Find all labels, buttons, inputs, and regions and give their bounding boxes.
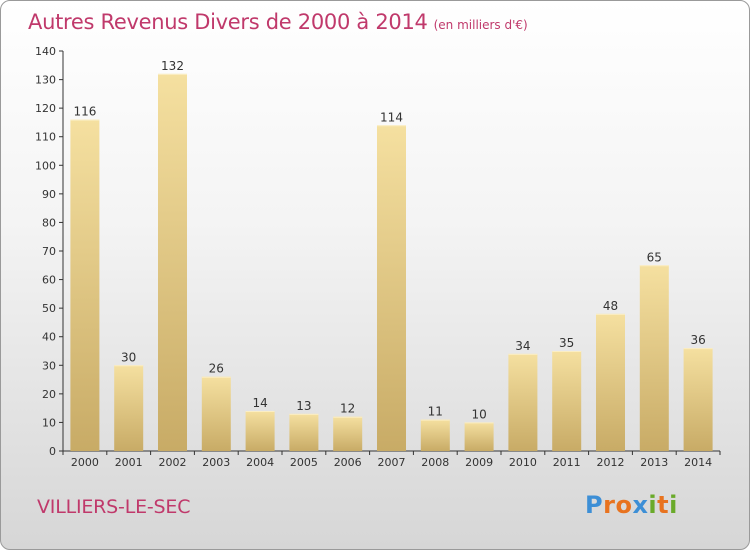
x-tick-label-2005: 2005 [290,456,318,469]
logo-letter: t [657,491,670,519]
bar-2013 [639,265,669,451]
bar-2007 [377,125,406,452]
data-label-2004: 14 [252,396,267,410]
bar-2005 [289,413,319,451]
data-label-2014: 36 [690,333,705,347]
data-label-2000: 116 [73,105,96,119]
y-tick-label: 130 [35,74,56,87]
bar-2008 [420,419,450,451]
y-tick-label: 140 [35,45,56,58]
data-label-2005: 13 [296,399,311,413]
logo-letter: i [648,491,658,519]
bars [70,73,713,452]
logo-letter: P [585,491,604,519]
logo-letter: i [669,491,678,519]
x-tick-label-2001: 2001 [115,456,143,469]
logo-letter: o [615,491,633,519]
y-tick-label: 0 [49,445,56,458]
logo-letter: r [603,491,616,519]
data-label-2006: 12 [340,402,355,416]
x-tick-label-2012: 2012 [597,456,625,469]
bar-2014 [683,348,713,451]
data-label-2001: 30 [121,350,136,364]
bar-2009 [464,422,494,451]
y-tick-label: 30 [42,359,56,372]
data-label-2012: 48 [603,299,618,313]
data-label-2008: 11 [428,405,443,419]
x-tick-label-2008: 2008 [421,456,449,469]
x-tick-label-2007: 2007 [378,456,406,469]
data-label-2003: 26 [209,362,224,376]
y-tick-label: 80 [42,216,56,229]
data-label-2007: 114 [380,110,403,124]
x-tick-label-2002: 2002 [159,456,187,469]
y-tick-label: 70 [42,245,56,258]
x-tick-label-2004: 2004 [246,456,274,469]
bar-2002 [158,73,187,451]
data-label-2009: 10 [471,407,486,421]
y-tick-label: 10 [42,416,56,429]
bar-2011 [552,351,582,451]
commune-name: VILLIERS-LE-SEC [37,496,191,518]
bar-2010 [508,353,538,451]
proxiti-logo: Proxiti [585,491,678,519]
bar-2001 [114,365,144,451]
bar-2006 [333,416,363,451]
x-tick-label-2013: 2013 [640,456,668,469]
data-label-2011: 35 [559,336,574,350]
axes: 0 10 20 30 40 50 60 70 80 90 100 110 120 130 140 2000 20… [35,45,721,469]
x-tick-label-2009: 2009 [465,456,493,469]
y-tick-label: 110 [35,131,56,144]
bar-2000 [70,119,100,452]
y-tick-label: 20 [42,388,56,401]
x-tick-label-2010: 2010 [509,456,537,469]
chart-unit-note: (en milliers d'€) [433,18,528,32]
labels: 116 30 132 26 14 13 12 114 11 10 34 35 48 65 36 [73,59,705,422]
y-tick-label: 60 [42,274,56,287]
y-tick-label: 100 [35,159,56,172]
bar-2004 [245,411,275,451]
y-tick-label: 120 [35,102,56,115]
y-tick-label: 50 [42,302,56,315]
x-tick-label-2014: 2014 [684,456,712,469]
y-tick-label: 90 [42,188,56,201]
x-tick-label-2011: 2011 [553,456,581,469]
title-row: Autres Revenus Divers de 2000 à 2014 (en … [28,10,528,34]
y-tick-label: 40 [42,331,56,344]
x-tick-label-2000: 2000 [71,456,99,469]
x-tick-label-2003: 2003 [202,456,230,469]
data-label-2010: 34 [515,339,530,353]
x-tick-label-2006: 2006 [334,456,362,469]
chart-title: Autres Revenus Divers de 2000 à 2014 [28,10,428,34]
logo-letter: x [632,491,649,519]
bar-2003 [201,376,231,451]
data-label-2002: 132 [161,59,184,73]
data-label-2013: 65 [647,250,662,264]
bar-2012 [596,313,625,451]
